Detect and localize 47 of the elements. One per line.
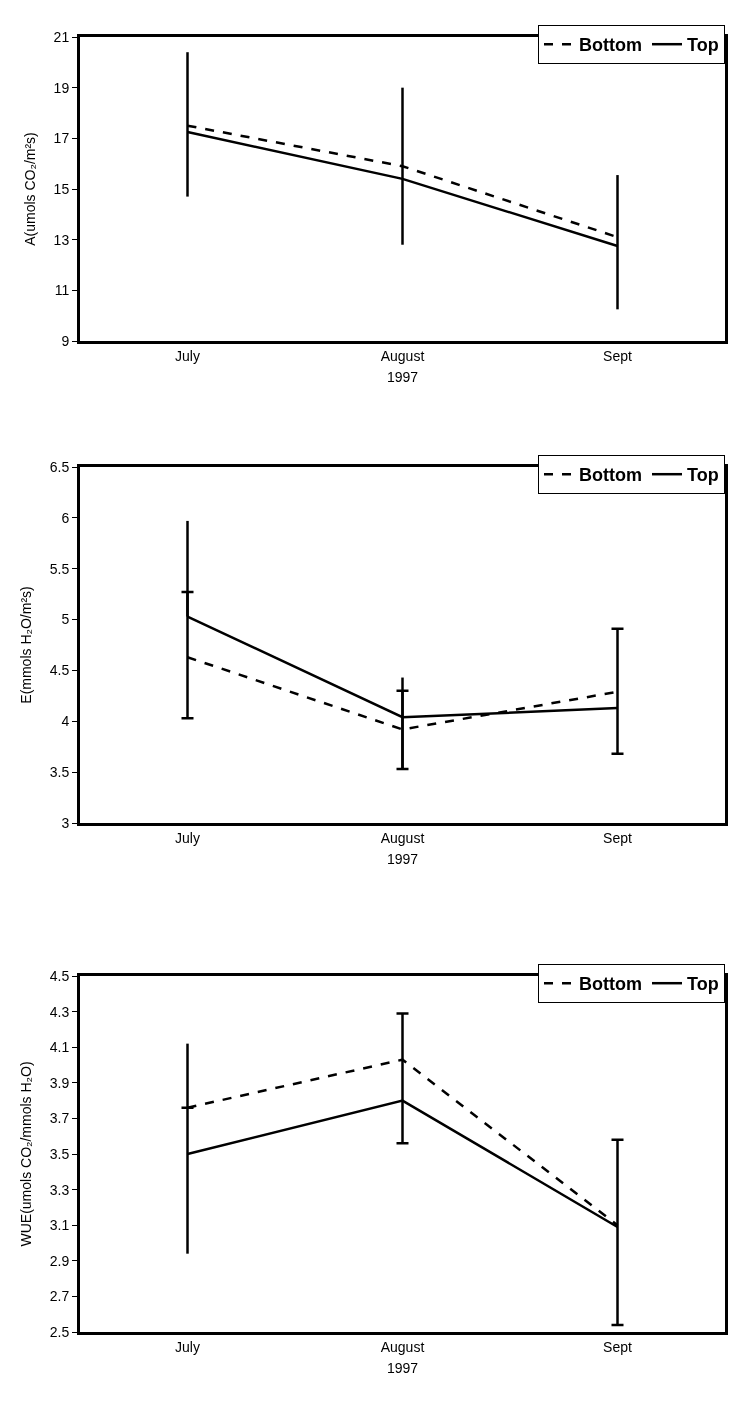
y-tick-label: 5.5	[49, 560, 70, 577]
y-tick-label: 3.9	[49, 1074, 70, 1091]
y-tick-label: 13	[53, 231, 70, 248]
y-tick-label: 4.1	[49, 1039, 70, 1056]
y-tick-label: 21	[53, 28, 70, 45]
legend-label: Top	[686, 465, 719, 486]
y-tick-label: 4.5	[49, 662, 70, 679]
legend-label: Bottom	[579, 974, 642, 995]
x-tick-label: July	[175, 829, 200, 846]
x-axis-title: 1997	[386, 1360, 419, 1377]
y-tick-label: 4.3	[49, 1003, 70, 1020]
y-tick-label: 2.5	[49, 1323, 70, 1340]
x-tick-label: Sept	[603, 347, 632, 364]
y-tick-label: 3.1	[49, 1217, 70, 1234]
y-tick-label: 17	[53, 130, 70, 147]
x-axis-title: 1997	[386, 369, 419, 386]
legend-label: Top	[686, 974, 719, 995]
y-tick-label: 3	[61, 814, 70, 831]
y-axis-title: WUE(umols CO₂/mmols H₂O)	[18, 1061, 35, 1247]
legend-label: Bottom	[579, 465, 642, 486]
y-tick-label: 19	[53, 79, 70, 96]
y-tick-label: 3.5	[49, 764, 70, 781]
x-tick-label: Sept	[603, 829, 632, 846]
y-axis-title: E(mmols H₂O/m²s)	[18, 586, 35, 704]
y-tick-label: 3.3	[49, 1181, 70, 1198]
y-tick-label: 5	[61, 611, 70, 628]
y-tick-label: 4	[61, 713, 70, 730]
y-tick-label: 6	[61, 509, 70, 526]
x-tick-label: July	[175, 347, 200, 364]
x-tick-label: Sept	[603, 1338, 632, 1355]
y-tick-label: 2.9	[49, 1252, 70, 1269]
x-tick-label: July	[175, 1338, 200, 1355]
x-axis-title: 1997	[386, 851, 419, 868]
y-axis-title: A(umols CO₂/m²s)	[22, 132, 39, 246]
x-tick-label: August	[380, 829, 425, 846]
legend-label: Bottom	[579, 35, 642, 56]
y-tick-label: 3.5	[49, 1145, 70, 1162]
y-tick-label: 4.5	[49, 967, 70, 984]
y-tick-label: 11	[54, 282, 70, 299]
y-tick-label: 6.5	[49, 458, 70, 475]
y-tick-label: 15	[53, 180, 70, 197]
y-tick-label: 3.7	[49, 1110, 70, 1127]
x-tick-label: August	[380, 1338, 425, 1355]
x-tick-label: August	[380, 347, 425, 364]
y-tick-label: 2.7	[49, 1288, 70, 1305]
legend-label: Top	[686, 35, 719, 56]
y-tick-label: 9	[61, 332, 70, 349]
